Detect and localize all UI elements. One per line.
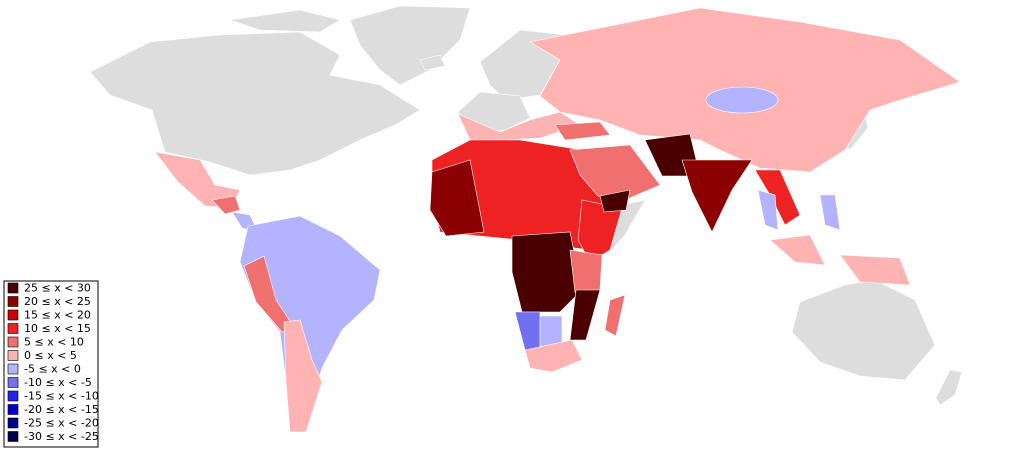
arctic-islands — [229, 9, 341, 33]
legend-swatch — [7, 404, 19, 415]
legend-label: 25 ≤ x < 30 — [24, 282, 91, 295]
north-america — [89, 31, 421, 176]
kenya-tanzania — [569, 249, 603, 293]
central-america-north — [211, 195, 241, 215]
legend-label: 15 ≤ x < 20 — [24, 309, 91, 322]
legend-swatch — [7, 377, 19, 388]
legend-label: 10 ≤ x < 15 — [24, 322, 91, 335]
west-africa — [429, 159, 485, 237]
central-africa — [511, 231, 583, 313]
legend-label: -5 ≤ x < 0 — [24, 363, 81, 376]
legend-label: -30 ≤ x < -25 — [24, 430, 99, 443]
yemen — [599, 189, 631, 213]
botswana — [539, 315, 563, 347]
legend-swatch — [7, 282, 19, 294]
iceland — [419, 54, 446, 71]
indonesia-west — [769, 234, 826, 266]
legend-label: 20 ≤ x < 25 — [24, 295, 91, 308]
new-zealand — [935, 369, 963, 406]
south-africa — [524, 339, 583, 373]
indochina — [754, 169, 801, 226]
australia — [791, 279, 936, 381]
legend-swatch — [7, 309, 19, 321]
legend-label: -25 ≤ x < -20 — [24, 417, 99, 430]
mozambique — [569, 289, 601, 341]
chile-argentina — [283, 319, 323, 433]
turkey — [554, 121, 611, 141]
legend-swatch — [7, 296, 19, 307]
legend-swatch — [7, 350, 19, 361]
legend-swatch — [7, 323, 19, 334]
legend-swatch — [7, 417, 19, 429]
india — [681, 159, 753, 233]
legend-label: 0 ≤ x < 5 — [24, 349, 77, 362]
greenland — [349, 5, 471, 86]
land — [89, 5, 963, 433]
thailand — [757, 189, 779, 231]
legend-swatch — [7, 390, 19, 402]
legend-swatch — [7, 363, 19, 375]
indonesia-east — [839, 254, 911, 286]
legend-label: -20 ≤ x < -15 — [24, 403, 99, 416]
legend-swatch — [7, 336, 19, 348]
legend-box — [3, 280, 99, 448]
mongolia — [705, 86, 779, 114]
legend-label: -10 ≤ x < -5 — [24, 376, 92, 389]
legend-label: -15 ≤ x < -10 — [24, 390, 99, 403]
legend-swatch — [7, 431, 19, 442]
namibia — [514, 311, 541, 351]
philippines — [819, 194, 841, 231]
madagascar — [604, 294, 626, 337]
legend-label: 5 ≤ x < 10 — [24, 336, 84, 349]
